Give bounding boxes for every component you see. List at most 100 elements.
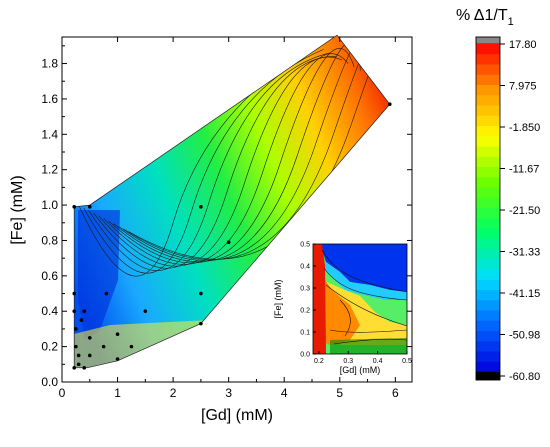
inset-contour-b [323,267,407,301]
y-tick-label: 1.0 [41,198,58,212]
contour-lines [78,35,390,277]
colorbar-tick-label: -1.850 [509,122,540,134]
data-point [82,366,87,370]
colorbar-band [476,361,500,373]
data-point [87,335,92,340]
data-point [87,205,92,209]
colorbar-band [476,300,500,311]
colorbar-band [476,74,500,86]
colorbar-title: % Δ1/T1 [456,7,514,28]
colorbar-tick-label: 17.80 [509,39,537,51]
colorbar-band [476,197,500,209]
data-point [199,321,203,326]
contour-line [123,35,380,261]
colorbar-bands [476,44,500,373]
colorbar-tick-label: -60.80 [509,371,540,383]
x-tick-label: 4 [281,386,288,400]
y-tick-label: 1.8 [41,57,58,71]
colorbar-band [476,64,500,76]
colorbar-band [476,320,500,332]
colorbar-band [476,290,500,301]
data-point [72,291,77,296]
x-tick-label: 5 [336,386,343,400]
colorbar-tick-label: -11.67 [509,164,539,176]
contour-line [108,48,355,264]
data-point [87,353,92,358]
colorbar-tick-label: -31.33 [509,247,540,259]
colorbar-band [476,115,500,127]
inset-x-label: [Gd] (mM) [340,365,381,375]
inset-contour-e [333,338,407,345]
y-tick-label: 0.8 [41,233,58,247]
x-tick-label: 6 [392,386,399,400]
data-point [115,357,120,361]
data-point [76,362,81,367]
inset-x-tick-label: 0.2 [314,358,324,365]
data-point [72,366,77,370]
inset-blue-region [322,244,407,292]
colorbar-band [476,187,500,199]
data-point [74,327,78,331]
contour-line [128,35,390,260]
colorbar-band [476,126,500,137]
data-point [199,291,203,296]
data-point [72,309,77,314]
colorbar-frame [475,36,501,381]
colorbar-band [476,54,500,65]
data-point [143,309,148,314]
colorbar-band [476,177,500,188]
inset-cyan-band [324,262,407,300]
data-point [82,309,87,314]
y-tick-label: 0.6 [41,269,58,283]
colorbar-band [476,310,500,322]
data-point [115,332,120,337]
inset-axis-ticks: 0.2 0.3 0.4 0.5 0.0 0.1 0.2 0.3 0.4 0.5 [300,242,412,366]
inset-y-tick-label: 0.3 [300,286,310,293]
inset-y-tick-label: 0.0 [300,352,310,359]
main-axis-ticks: 0 1 2 3 4 5 6 0.0 0.2 0.4 0.6 0.8 1.0 1.2 1.4 1.6 1.8 [41,37,412,400]
inset-contour-c [325,284,407,327]
data-point [76,353,81,358]
inset-y-tick-label: 0.5 [300,242,310,249]
colorbar-band [476,105,500,117]
contour-line [93,56,336,269]
data-point [72,205,77,209]
contour-line [88,52,330,271]
colorbar-band [476,351,500,363]
inset-y-label: [Fe] (mM) [273,280,283,319]
y-tick-label: 1.4 [41,127,58,141]
colorbar-band [476,44,500,55]
colorbar-band [476,341,500,352]
data-point [387,102,392,107]
inset-y-tick-label: 0.1 [300,330,310,337]
inset-contour-f [339,299,351,337]
colorbar-band [476,218,500,229]
main-x-label: [Gd] (mM) [201,407,273,424]
colorbar-tick-label: 7.975 [509,81,537,93]
colorbar-tick-label: -21.50 [509,205,540,217]
data-point [226,240,231,245]
colorbar-under-cap [475,371,501,381]
inset-y-tick-label: 0.4 [300,264,310,271]
colorbar-band [476,331,500,342]
colorbar-band [476,167,500,178]
inset-y-tick-label: 0.2 [300,308,310,315]
main-data-points [72,102,392,370]
colorbar-band [476,269,500,281]
inset-contour-a [321,249,407,293]
x-tick-label: 0 [59,386,66,400]
colorbar-over-cap [475,36,501,45]
inset-frame [312,243,408,355]
data-point [104,291,109,296]
inset-chart: 0.2 0.3 0.4 0.5 0.0 0.1 0.2 0.3 0.4 0.5 [Gd] (mM)… [273,242,412,376]
main-plot-frame [61,36,413,383]
inset-x-tick-label: 0.5 [402,358,412,365]
contour-line [98,56,343,267]
contour-line [118,35,368,261]
colorbar-band [476,95,500,106]
x-tick-label: 1 [114,386,121,400]
contour-line [103,53,349,265]
data-point [101,344,106,349]
colorbar-band [476,156,500,168]
inset-surface [313,244,407,354]
